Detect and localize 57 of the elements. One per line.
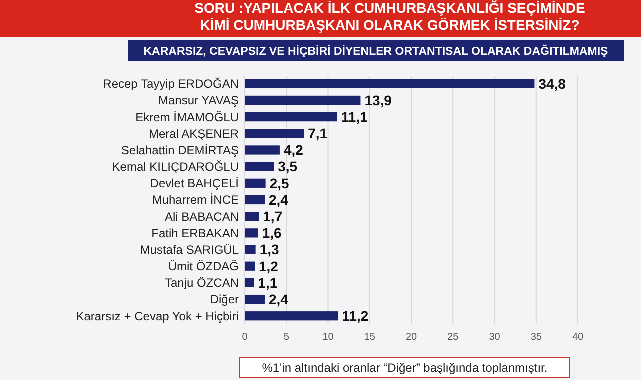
- bar: [245, 195, 265, 205]
- bar: [245, 162, 274, 172]
- x-tick-label: 25: [448, 332, 460, 343]
- bar: [245, 178, 266, 188]
- y-tick-label: Ali BABACAN: [164, 210, 239, 224]
- data-label: 13,9: [364, 92, 392, 108]
- data-label: 1,1: [258, 274, 278, 291]
- data-label: 11,2: [342, 308, 369, 324]
- y-tick-label: Ekrem İMAMOĞLU: [136, 110, 239, 124]
- y-tick-label: Tanju ÖZCAN: [164, 276, 239, 290]
- y-tick-label: Mansur YAVAŞ: [158, 94, 239, 108]
- bar: [245, 96, 361, 106]
- bar: [245, 262, 255, 271]
- bar: [245, 112, 338, 122]
- bar: [245, 146, 280, 155]
- y-tick-label: Meral AKŞENER: [148, 126, 240, 141]
- y-tick-label: Kararsız + Cevap Yok + Hiçbiri: [76, 309, 239, 324]
- x-tick-label: 35: [530, 332, 542, 343]
- x-tick-label: 5: [284, 332, 290, 343]
- y-tick-label: Mustafa SARIGÜL: [140, 242, 240, 257]
- y-tick-label: Kemal KILIÇDAROĞLU: [112, 160, 239, 174]
- data-label: 2,4: [268, 192, 289, 208]
- data-label: 4,2: [284, 142, 304, 158]
- text: %1’in altındaki oranlar “Diğer” başlığında toplanmıştır.: [262, 361, 548, 375]
- y-tick-label: Selahattin DEMİRTAŞ: [121, 143, 239, 158]
- bar: [245, 228, 258, 238]
- x-tick-label: 20: [406, 332, 418, 343]
- x-tick-label: 0: [242, 332, 248, 343]
- bar: [245, 79, 535, 88]
- data-label: 1,7: [263, 208, 283, 224]
- data-label: 2,4: [268, 291, 289, 308]
- x-tick-label: 40: [572, 332, 584, 343]
- data-label: 1,3: [260, 242, 280, 258]
- y-tick-label: Muharrem İNCE: [152, 193, 239, 208]
- y-tick-label: Recep Tayyip ERDOĞAN: [103, 77, 239, 92]
- data-label: 34,8: [538, 76, 566, 92]
- x-tick-label: 30: [489, 332, 501, 343]
- bar: [245, 212, 260, 222]
- data-label: 11,1: [341, 108, 368, 125]
- data-label: 3,5: [278, 158, 298, 175]
- bar: [245, 294, 265, 304]
- x-tick-label: 15: [364, 332, 376, 343]
- data-label: 7,1: [308, 126, 328, 142]
- data-label: 2,5: [270, 175, 290, 192]
- data-label: 1,2: [258, 258, 279, 274]
- bar: [245, 278, 254, 288]
- chart-title: SORU :YAPILACAK İLK CUMHURBAŞKANLIĞI SEÇİMİNDE KİMİ CUMHURBAŞKANI OLARAK GÖRMEK İSTERSİNİZ?: [194, 0, 586, 33]
- chart-subtitle: KARARSIZ, CEVAPSIZ VE HİÇBİRİ DİYENLER ORTANTISAL OLARAK DAĞITILMAMIŞ: [144, 44, 609, 58]
- bar: [245, 129, 304, 138]
- x-tick-label: 10: [322, 332, 334, 343]
- bar: [245, 245, 256, 254]
- y-tick-label: Devlet BAHÇELİ: [150, 176, 239, 191]
- bar: [245, 312, 338, 321]
- data-label: 1,6: [262, 225, 282, 242]
- y-tick-label: Fatih ERBAKAN: [152, 226, 239, 240]
- y-tick-label: Diğer: [210, 292, 239, 307]
- y-tick-label: Ümit ÖZDAĞ: [168, 260, 239, 274]
